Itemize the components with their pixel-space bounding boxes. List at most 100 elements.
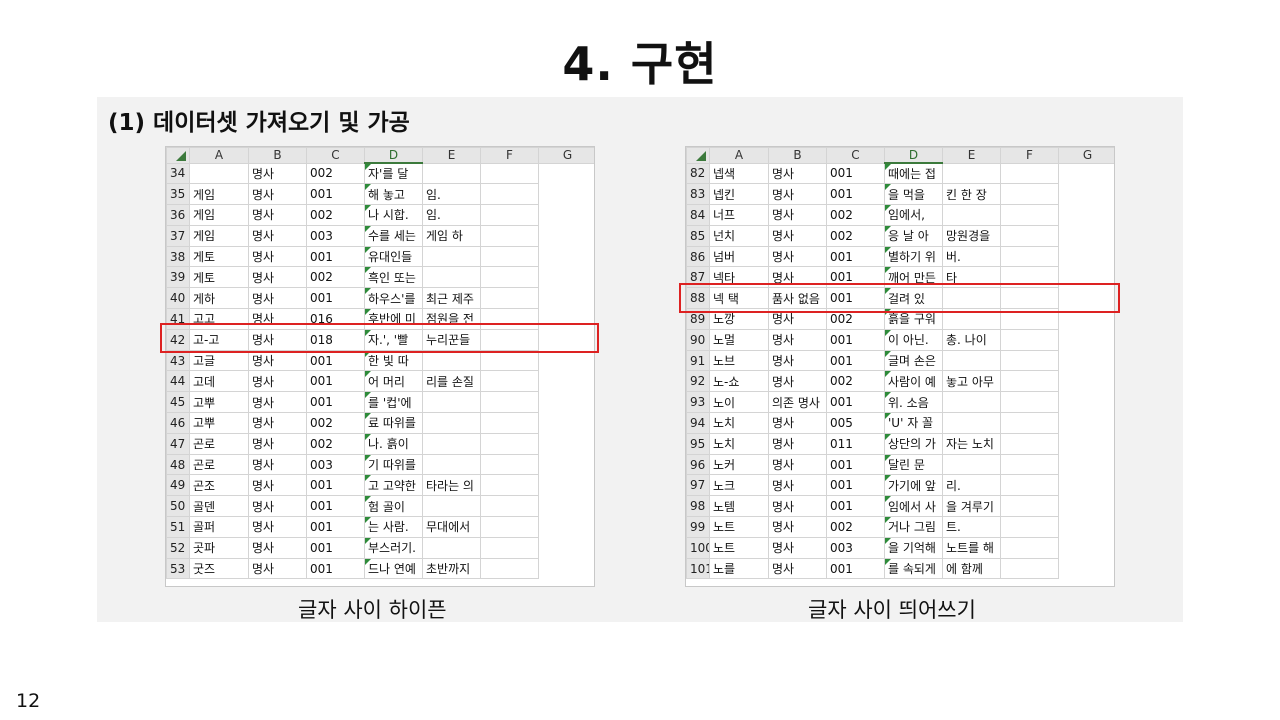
cell-d[interactable]: 는 사람. (364, 516, 423, 538)
cell-e[interactable] (422, 453, 481, 476)
cell-f[interactable] (480, 474, 539, 497)
cell-f[interactable] (480, 557, 539, 580)
column-header-d[interactable]: D (884, 147, 943, 164)
cell-e[interactable]: 최근 제주 (422, 287, 481, 310)
row-header[interactable]: 52 (166, 536, 190, 559)
cell-f[interactable] (480, 224, 539, 247)
cell-a[interactable]: 고데 (189, 370, 249, 393)
cell-b[interactable]: 명사 (248, 557, 307, 580)
cell-f[interactable] (1000, 557, 1059, 580)
cell-d[interactable]: 응 날 아 (884, 224, 943, 247)
row-header[interactable]: 44 (166, 370, 190, 393)
cell-e[interactable]: 타라는 의 (422, 474, 481, 497)
cell-c[interactable]: 001 (826, 474, 885, 497)
cell-c[interactable]: 002 (826, 224, 885, 247)
cell-e[interactable] (422, 162, 481, 185)
cell-e[interactable] (422, 266, 481, 289)
row-header[interactable]: 99 (686, 516, 710, 538)
cell-e[interactable]: 게임 하 (422, 224, 481, 247)
cell-f[interactable] (1000, 162, 1059, 185)
cell-c[interactable]: 001 (306, 557, 365, 580)
cell-b[interactable]: 명사 (248, 391, 307, 414)
cell-d[interactable]: 를 '컵'에 (364, 391, 423, 414)
cell-f[interactable] (480, 432, 539, 455)
cell-e[interactable]: 버. (942, 245, 1001, 268)
cell-c[interactable]: 002 (306, 412, 365, 434)
cell-d[interactable]: 위. 소음 (884, 391, 943, 414)
row-header[interactable]: 98 (686, 495, 710, 518)
cell-c[interactable]: 002 (826, 204, 885, 226)
cell-f[interactable] (1000, 536, 1059, 559)
row-header[interactable]: 42 (166, 328, 190, 351)
cell-d[interactable]: 드나 연예 (364, 557, 423, 580)
cell-b[interactable]: 명사 (248, 370, 307, 393)
cell-e[interactable] (942, 391, 1001, 414)
cell-b[interactable]: 의존 명사 (768, 391, 827, 414)
cell-b[interactable]: 명사 (248, 474, 307, 497)
cell-f[interactable] (480, 370, 539, 393)
column-header-c[interactable]: C (826, 147, 885, 164)
cell-d[interactable]: 나. 흙이 (364, 432, 423, 455)
cell-c[interactable]: 001 (306, 474, 365, 497)
cell-f[interactable] (1000, 432, 1059, 455)
cell-d[interactable]: 해 놓고 (364, 183, 423, 206)
cell-f[interactable] (1000, 204, 1059, 226)
select-all-corner[interactable] (686, 147, 710, 164)
cell-e[interactable]: 놓고 아무 (942, 370, 1001, 393)
cell-a[interactable]: 고뿌 (189, 391, 249, 414)
cell-d[interactable]: 임에서 사 (884, 495, 943, 518)
cell-c[interactable]: 001 (306, 287, 365, 310)
column-header-b[interactable]: B (248, 147, 307, 164)
row-header[interactable]: 48 (166, 453, 190, 476)
cell-e[interactable] (942, 204, 1001, 226)
cell-a[interactable]: 넘버 (709, 245, 769, 268)
column-header-b[interactable]: B (768, 147, 827, 164)
column-header-g[interactable]: G (1058, 147, 1114, 164)
cell-e[interactable] (942, 162, 1001, 185)
cell-c[interactable]: 001 (306, 183, 365, 206)
cell-b[interactable]: 명사 (768, 557, 827, 580)
cell-c[interactable]: 001 (306, 516, 365, 538)
row-header[interactable]: 94 (686, 412, 710, 434)
column-header-d[interactable]: D (364, 147, 423, 164)
row-header[interactable]: 83 (686, 183, 710, 206)
row-header[interactable]: 100 (686, 536, 710, 559)
cell-f[interactable] (1000, 495, 1059, 518)
cell-f[interactable] (480, 204, 539, 226)
row-header[interactable]: 35 (166, 183, 190, 206)
cell-e[interactable]: 리. (942, 474, 1001, 497)
cell-e[interactable] (422, 391, 481, 414)
row-header[interactable]: 82 (686, 162, 710, 185)
cell-f[interactable] (480, 349, 539, 372)
cell-d[interactable]: 한 빛 따 (364, 349, 423, 372)
cell-b[interactable]: 명사 (768, 432, 827, 455)
cell-d[interactable]: 부스러기. (364, 536, 423, 559)
cell-b[interactable]: 명사 (768, 349, 827, 372)
cell-d[interactable]: 를 속되게 (884, 557, 943, 580)
cell-d[interactable]: 나 시합. (364, 204, 423, 226)
cell-b[interactable]: 명사 (248, 266, 307, 289)
cell-d[interactable]: 거나 그림 (884, 516, 943, 538)
cell-f[interactable] (1000, 370, 1059, 393)
cell-a[interactable]: 노트 (709, 516, 769, 538)
cell-f[interactable] (1000, 391, 1059, 414)
cell-b[interactable]: 명사 (768, 495, 827, 518)
cell-d[interactable]: 하우스'를 (364, 287, 423, 310)
cell-b[interactable]: 명사 (248, 287, 307, 310)
cell-f[interactable] (480, 516, 539, 538)
cell-c[interactable]: 001 (306, 370, 365, 393)
cell-e[interactable] (422, 536, 481, 559)
cell-c[interactable]: 001 (306, 349, 365, 372)
cell-c[interactable]: 001 (306, 536, 365, 559)
cell-b[interactable]: 명사 (248, 204, 307, 226)
cell-b[interactable]: 명사 (248, 516, 307, 538)
cell-b[interactable]: 명사 (248, 536, 307, 559)
row-header[interactable]: 50 (166, 495, 190, 518)
cell-b[interactable]: 명사 (768, 453, 827, 476)
row-header[interactable]: 36 (166, 204, 190, 226)
cell-e[interactable] (942, 453, 1001, 476)
cell-f[interactable] (480, 266, 539, 289)
cell-c[interactable]: 003 (306, 224, 365, 247)
cell-a[interactable]: 게토 (189, 245, 249, 268)
cell-d[interactable]: 자'를 달 (364, 162, 423, 185)
